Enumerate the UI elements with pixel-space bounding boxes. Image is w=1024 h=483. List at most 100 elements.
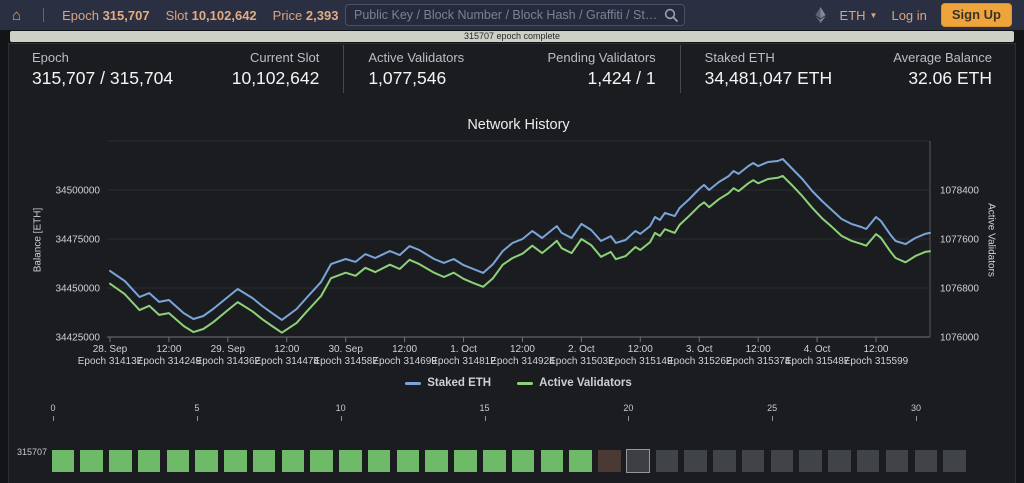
slot-square-8-proposed[interactable] bbox=[281, 450, 305, 472]
content-card bbox=[8, 43, 1016, 483]
search-box bbox=[345, 4, 685, 26]
x-tick-date: 2. Oct bbox=[568, 344, 595, 355]
x-tick-epoch: Epoch 315262 bbox=[667, 356, 732, 367]
search-icon[interactable] bbox=[664, 8, 678, 22]
slot-square-3-proposed[interactable] bbox=[137, 450, 161, 472]
x-tick-epoch: Epoch 314812 bbox=[431, 356, 496, 367]
slot-scale-label: 10 bbox=[335, 403, 346, 413]
slot-square-19-orphaned[interactable] bbox=[598, 450, 621, 472]
slot-square-10-proposed[interactable] bbox=[339, 450, 362, 472]
legend-label-active-validators: Active Validators bbox=[539, 377, 632, 389]
slot-square-13-proposed[interactable] bbox=[425, 450, 448, 472]
slot-square-1-proposed[interactable] bbox=[80, 450, 103, 472]
slot-square-6-proposed[interactable] bbox=[224, 450, 247, 472]
slot-square-24-scheduled[interactable] bbox=[741, 450, 765, 472]
slot-scale-mark bbox=[196, 416, 198, 421]
search-input[interactable] bbox=[354, 8, 664, 22]
slot-square-2-proposed[interactable] bbox=[109, 450, 132, 472]
slot-scale-label: 30 bbox=[910, 403, 922, 413]
slot-square-30-scheduled[interactable] bbox=[914, 450, 937, 472]
series-staked-eth bbox=[109, 158, 931, 321]
navbar-epoch-link[interactable]: Epoch 315,707 bbox=[62, 8, 150, 23]
stat-active-validators: Active Validators 1,077,546 bbox=[368, 50, 464, 93]
slot-scale-label: 15 bbox=[479, 403, 490, 413]
x-tick-date: 12:00 bbox=[392, 344, 417, 355]
x-tick-date: 12:00 bbox=[746, 344, 771, 355]
slot-square-7-proposed[interactable] bbox=[252, 450, 276, 472]
slot-square-18-proposed[interactable] bbox=[569, 450, 592, 472]
slot-square-26-scheduled[interactable] bbox=[799, 450, 822, 472]
navbar-epoch-label: Epoch bbox=[62, 7, 99, 23]
x-tick-epoch: Epoch 314587 bbox=[313, 356, 378, 367]
legend-item-active-validators[interactable]: Active Validators bbox=[517, 377, 632, 389]
x-tick-epoch: Epoch 314924 bbox=[490, 356, 555, 367]
y-left-tick: 34500000 bbox=[56, 186, 101, 197]
stat-epoch-label: Epoch bbox=[32, 50, 69, 65]
y-right-tick: 1077600 bbox=[940, 235, 979, 246]
stat-current-slot-label: Current Slot bbox=[249, 50, 320, 65]
chart-title: Network History bbox=[467, 117, 570, 133]
slot-scale-label: 5 bbox=[194, 403, 200, 413]
login-link[interactable]: Log in bbox=[891, 7, 927, 23]
signup-button[interactable]: Sign Up bbox=[940, 3, 1012, 27]
slot-scale-mark bbox=[916, 416, 917, 421]
legend-swatch-active-validators bbox=[517, 381, 534, 385]
slot-scale-label: 20 bbox=[623, 403, 634, 413]
x-tick-date: 12:00 bbox=[628, 344, 653, 355]
slot-square-16-proposed[interactable] bbox=[511, 450, 535, 472]
top-navbar: ⌂ Epoch 315,707 Slot 10,102,642 Price 2,… bbox=[0, 0, 1024, 30]
navbar-price-link[interactable]: Price 2,393 bbox=[273, 8, 339, 23]
slot-square-5-proposed[interactable] bbox=[195, 450, 218, 472]
stat-epoch-value: 315,707 / 315,704 bbox=[32, 68, 174, 88]
y-left-tick: 34450000 bbox=[56, 284, 101, 295]
stat-current-slot: Current Slot 10,102,642 bbox=[232, 50, 320, 93]
slot-square-23-scheduled[interactable] bbox=[713, 450, 736, 472]
slot-square-0-proposed[interactable] bbox=[51, 450, 74, 472]
slot-square-11-proposed[interactable] bbox=[367, 450, 391, 472]
home-icon[interactable]: ⌂ bbox=[12, 6, 22, 24]
x-tick-epoch: Epoch 314699 bbox=[372, 356, 437, 367]
slot-square-12-proposed[interactable] bbox=[396, 450, 420, 472]
y-right-tick: 1078400 bbox=[940, 186, 979, 197]
slot-square-21-scheduled[interactable] bbox=[655, 450, 679, 472]
legend-item-staked-eth[interactable]: Staked ETH bbox=[405, 377, 491, 389]
slot-square-22-scheduled[interactable] bbox=[684, 450, 707, 472]
slot-square-14-proposed[interactable] bbox=[454, 450, 477, 472]
overview-group-epoch-slot: Epoch 315,707 / 315,704 Current Slot 10,… bbox=[8, 45, 345, 93]
x-tick-date: 12:00 bbox=[510, 344, 535, 355]
x-tick-date: 28. Sep bbox=[93, 344, 128, 355]
slot-square-20-current[interactable] bbox=[625, 449, 651, 473]
x-tick-date: 29. Sep bbox=[211, 344, 246, 355]
slot-square-17-proposed[interactable] bbox=[540, 450, 564, 472]
x-tick-epoch: Epoch 314362 bbox=[196, 356, 261, 367]
overview-group-validators: Active Validators 1,077,546 Pending Vali… bbox=[344, 45, 681, 93]
x-tick-date: 4. Oct bbox=[804, 344, 831, 355]
navbar-price-value: 2,393 bbox=[305, 7, 339, 23]
navbar-price-label: Price bbox=[272, 7, 303, 23]
currency-dropdown[interactable]: ETH ▼ bbox=[840, 8, 878, 23]
slot-square-15-proposed[interactable] bbox=[483, 450, 506, 472]
slot-square-9-proposed[interactable] bbox=[310, 450, 333, 472]
chart-legend: Staked ETH Active Validators bbox=[107, 377, 930, 389]
stat-average-balance-label: Average Balance bbox=[893, 50, 992, 65]
epoch-row-label: 315707 bbox=[16, 447, 47, 457]
x-tick-date: 12:00 bbox=[274, 344, 299, 355]
slot-square-31-scheduled[interactable] bbox=[943, 450, 966, 472]
x-tick-epoch: Epoch 314474 bbox=[255, 356, 320, 367]
slot-square-25-scheduled[interactable] bbox=[770, 450, 794, 472]
slot-square-27-scheduled[interactable] bbox=[828, 450, 851, 472]
slot-square-4-proposed[interactable] bbox=[166, 450, 190, 472]
x-tick-epoch: Epoch 315599 bbox=[844, 356, 909, 367]
slot-square-29-scheduled[interactable] bbox=[885, 450, 909, 472]
navbar-slot-link[interactable]: Slot 10,102,642 bbox=[166, 8, 257, 23]
slot-scale-label: 25 bbox=[767, 403, 778, 413]
overview-group-eth: Staked ETH 34,481,047 ETH Average Balanc… bbox=[681, 45, 1016, 93]
x-tick-epoch: Epoch 315374 bbox=[726, 356, 791, 367]
stat-average-balance-value: 32.06 ETH bbox=[908, 68, 992, 88]
currency-label: ETH bbox=[839, 7, 866, 23]
slot-square-28-scheduled[interactable] bbox=[856, 450, 880, 472]
x-tick-date: 30. Sep bbox=[328, 344, 363, 355]
slot-scale-mark bbox=[628, 416, 630, 421]
